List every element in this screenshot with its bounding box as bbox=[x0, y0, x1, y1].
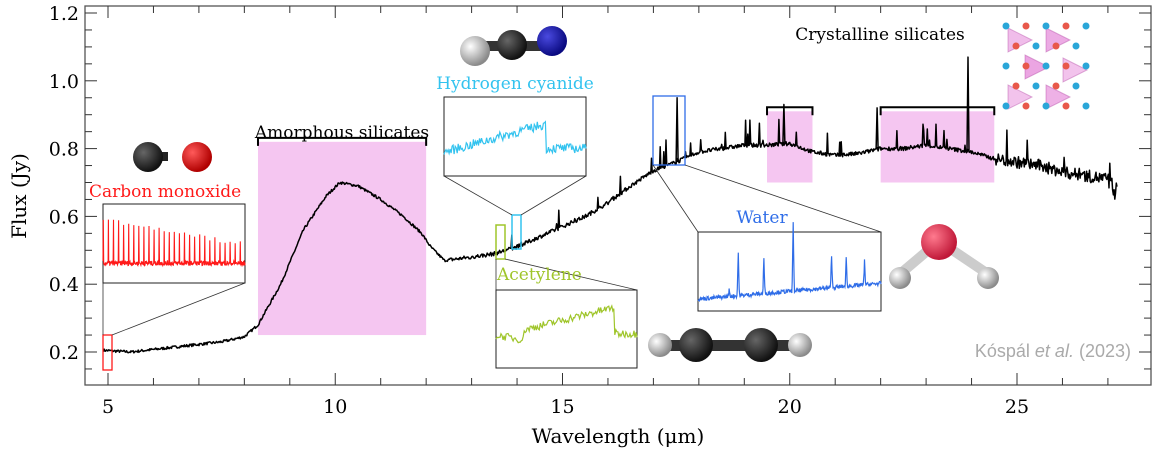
plot-frame bbox=[84, 5, 1152, 386]
lattice-atom bbox=[1002, 62, 1010, 70]
lattice-atom bbox=[1032, 82, 1040, 90]
y-tick-label: 0.2 bbox=[49, 342, 79, 364]
lattice-atom bbox=[1012, 82, 1020, 90]
lattice-tetrahedron bbox=[1007, 27, 1034, 53]
region-bracket bbox=[879, 106, 996, 116]
lattice-atom bbox=[1042, 102, 1050, 110]
x-tick-label: 20 bbox=[778, 396, 802, 418]
acetylene-inset-frame bbox=[495, 289, 638, 369]
acetylene-inset bbox=[495, 289, 638, 369]
co-zoom-box bbox=[102, 334, 113, 371]
lattice-atom bbox=[1052, 82, 1060, 90]
x-tick-label: 5 bbox=[102, 396, 114, 418]
lattice-atom bbox=[1002, 102, 1010, 110]
co-inset bbox=[102, 203, 246, 284]
x-tick-label: 15 bbox=[550, 396, 574, 418]
lattice-atom bbox=[1042, 62, 1050, 70]
crystal-lattice-icon bbox=[1002, 22, 1090, 110]
acetylene-zoom-box bbox=[495, 224, 506, 260]
hcn-label: Hydrogen cyanide bbox=[436, 74, 594, 94]
acetylene-inset-spectrum bbox=[495, 304, 638, 344]
citation-author: Kóspál bbox=[975, 341, 1035, 361]
lattice-tetrahedron bbox=[1062, 57, 1089, 83]
connector-lines bbox=[102, 164, 882, 336]
acetylene-label: Acetylene bbox=[496, 265, 582, 285]
co-label: Carbon monoxide bbox=[89, 182, 241, 202]
region-brackets bbox=[256, 106, 996, 146]
co-inset-spectrum bbox=[102, 219, 246, 268]
lattice-atom bbox=[1032, 42, 1040, 50]
x-axis-label: Wavelength (μm) bbox=[532, 424, 705, 448]
hcn-inset bbox=[443, 96, 587, 177]
citation-year: (2023) bbox=[1074, 341, 1131, 361]
water-inset bbox=[697, 222, 882, 312]
shaded-regions bbox=[257, 111, 995, 336]
water-inset-spectrum bbox=[697, 222, 882, 303]
carbon-monoxide-molecule-icon bbox=[133, 142, 212, 172]
water-zoom-box bbox=[652, 95, 686, 166]
y-tick-label: 1.0 bbox=[49, 71, 79, 93]
lattice-tetrahedron bbox=[1045, 84, 1072, 110]
spectrum-series-line bbox=[102, 56, 1118, 354]
amorphous-silicates-label: Amorphous silicates bbox=[254, 123, 429, 143]
shaded-region bbox=[257, 141, 427, 336]
y-tick-label: 0.4 bbox=[49, 274, 79, 296]
lattice-atom bbox=[1072, 82, 1080, 90]
citation: Kóspál et al. (2023) bbox=[975, 341, 1131, 361]
lattice-atom bbox=[1022, 22, 1030, 30]
y-axis-label: Flux (Jy) bbox=[7, 153, 31, 239]
lattice-atom bbox=[1022, 102, 1030, 110]
x-tick-label: 10 bbox=[323, 396, 347, 418]
lattice-atom bbox=[1072, 42, 1080, 50]
lattice-atom bbox=[1052, 42, 1060, 50]
water-label: Water bbox=[736, 208, 788, 228]
y-tick-label: 1.2 bbox=[49, 3, 79, 25]
tick-marks bbox=[85, 6, 1151, 385]
water-molecule-icon bbox=[889, 224, 999, 289]
lattice-atom bbox=[1022, 62, 1030, 70]
crystalline-silicates-label: Crystalline silicates bbox=[795, 25, 964, 45]
lattice-atom bbox=[1012, 42, 1020, 50]
x-tick-label: 25 bbox=[1005, 396, 1029, 418]
hydrogen-cyanide-molecule-icon bbox=[460, 26, 567, 66]
citation-etal: et al. bbox=[1035, 341, 1074, 361]
region-bracket bbox=[766, 106, 814, 116]
shaded-region bbox=[767, 111, 813, 183]
lattice-atom bbox=[1062, 62, 1070, 70]
lattice-atom bbox=[1002, 22, 1010, 30]
tick-labels: 5 10 15 20 25 0.2 0.4 0.6 0.8 1.0 1.2 bbox=[49, 3, 1029, 418]
acetylene-molecule-icon bbox=[648, 328, 812, 362]
lattice-tetrahedron bbox=[1007, 84, 1034, 110]
lattice-atom bbox=[1082, 102, 1090, 110]
lattice-atom bbox=[1062, 102, 1070, 110]
water-inset-frame bbox=[697, 231, 882, 312]
y-tick-label: 0.6 bbox=[49, 206, 79, 228]
region-bracket bbox=[256, 136, 428, 146]
lattice-atom bbox=[1082, 62, 1090, 70]
lattice-atom bbox=[1082, 22, 1090, 30]
lattice-atom bbox=[1042, 22, 1050, 30]
lattice-atom bbox=[1062, 22, 1070, 30]
axes bbox=[84, 5, 1152, 386]
y-tick-label: 0.8 bbox=[49, 139, 79, 161]
hcn-inset-frame bbox=[443, 96, 587, 177]
hcn-inset-spectrum bbox=[443, 120, 587, 156]
hcn-zoom-box bbox=[511, 214, 522, 250]
